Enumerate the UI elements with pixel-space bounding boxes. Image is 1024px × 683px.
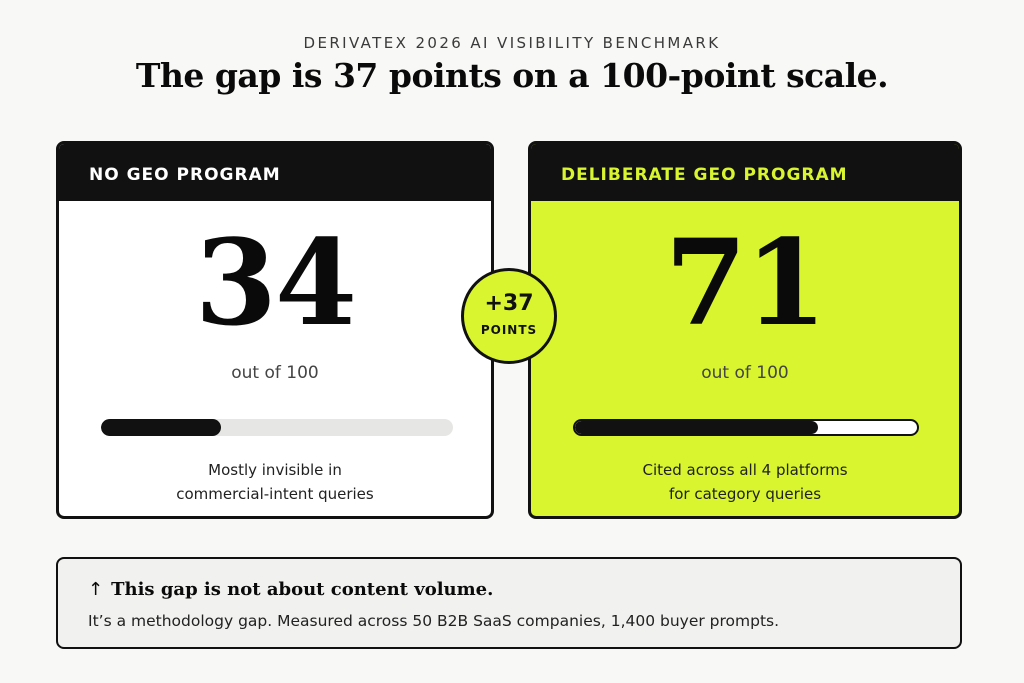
delta-value: +37 — [484, 291, 534, 316]
score-scale: out of 100 — [231, 363, 319, 383]
note-title: This gap is not about content volume. — [111, 579, 494, 600]
progress-bar — [573, 419, 919, 436]
score-scale: out of 100 — [701, 363, 789, 383]
progress-fill — [101, 419, 221, 436]
kicker: DERIVATEX 2026 AI VISIBILITY BENCHMARK — [303, 34, 721, 52]
note-body: It’s a methodology gap. Measured across … — [88, 612, 780, 630]
score-value: 71 — [664, 213, 827, 352]
progress-bar — [101, 419, 453, 436]
progress-fill — [575, 421, 818, 434]
caption-line: for category queries — [668, 485, 822, 503]
card-geo-program: DELIBERATE GEO PROGRAM 71 out of 100 Cit… — [528, 141, 962, 519]
arrow-up-icon: ↑ — [88, 579, 104, 600]
caption-line: commercial-intent queries — [176, 485, 374, 503]
caption-line: Mostly invisible in — [208, 461, 342, 479]
card-caption: Cited across all 4 platforms for categor… — [531, 458, 959, 506]
delta-badge: +37 POINTS — [461, 268, 557, 364]
card-no-geo: NO GEO PROGRAM 34 out of 100 Mostly invi… — [56, 141, 494, 519]
page-title: The gap is 37 points on a 100-point scal… — [135, 56, 889, 95]
callout-note: ↑ This gap is not about content volume. … — [56, 557, 962, 649]
note-heading: ↑ This gap is not about content volume. — [88, 579, 960, 600]
caption-line: Cited across all 4 platforms — [642, 461, 848, 479]
score-value: 34 — [194, 213, 357, 352]
card-caption: Mostly invisible in commercial-intent qu… — [59, 458, 491, 506]
delta-unit: POINTS — [480, 323, 538, 337]
card-title: NO GEO PROGRAM — [59, 144, 491, 201]
card-title: DELIBERATE GEO PROGRAM — [531, 144, 959, 201]
